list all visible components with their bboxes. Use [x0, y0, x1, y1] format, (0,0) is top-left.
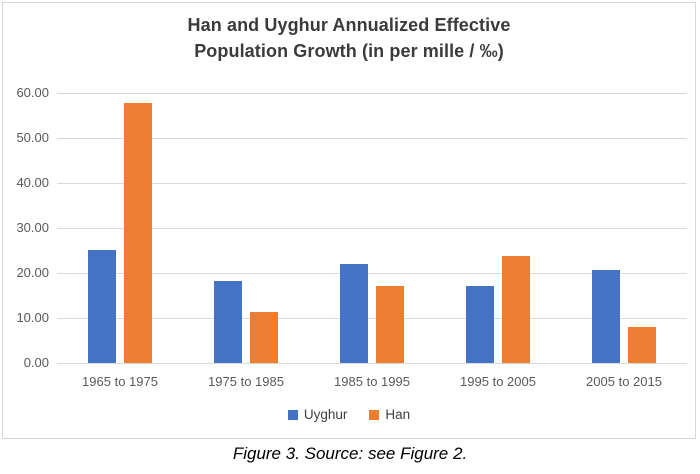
gridline	[57, 318, 687, 319]
x-axis-category-label: 1975 to 1985	[208, 374, 284, 389]
legend-swatch-uyghur	[287, 409, 298, 420]
x-axis-category-label: 1965 to 1975	[82, 374, 158, 389]
chart-title: Han and Uyghur Annualized Effective Popu…	[3, 12, 695, 64]
x-axis-category-label: 1985 to 1995	[334, 374, 410, 389]
gridline	[57, 93, 687, 94]
bar-uyghur	[592, 269, 620, 363]
gridline	[57, 138, 687, 139]
x-axis-category-label: 2005 to 2015	[586, 374, 662, 389]
bar-uyghur	[340, 264, 368, 363]
plot-area: 60.00 50.00 40.00 30.00 20.00 10.00 0.00 1965 t…	[16, 85, 687, 389]
bar-han	[502, 255, 530, 363]
legend-label-uyghur: Uyghur	[303, 407, 348, 422]
legend-swatch-han	[369, 409, 380, 420]
y-axis-tick-label: 50.00	[16, 130, 49, 145]
legend-item-uyghur: Uyghur	[287, 407, 348, 422]
chart-legend: Uyghur Han	[3, 407, 695, 422]
bar-uyghur	[466, 286, 494, 363]
bar-han	[628, 327, 656, 363]
chart-title-line1: Han and Uyghur Annualized Effective	[187, 15, 511, 35]
figure-caption: Figure 3. Source: see Figure 2.	[232, 444, 468, 463]
y-axis-tick-label: 10.00	[16, 310, 49, 325]
legend-item-han: Han	[369, 407, 410, 422]
y-axis-tick-label: 20.00	[16, 265, 49, 280]
y-axis-tick-label: 60.00	[16, 85, 49, 100]
bar-han	[124, 103, 152, 363]
y-axis-tick-label: 0.00	[23, 355, 49, 370]
bar-uyghur	[88, 249, 116, 363]
chart-figure: Han and Uyghur Annualized Effective Popu…	[2, 2, 696, 439]
gridline	[57, 183, 687, 184]
y-axis-tick-label: 40.00	[16, 175, 49, 190]
y-axis-tick-label: 30.00	[16, 220, 49, 235]
gridline	[57, 363, 687, 364]
bar-han	[376, 286, 404, 363]
gridline	[57, 273, 687, 274]
gridline	[57, 228, 687, 229]
x-axis-category-label: 1995 to 2005	[460, 374, 536, 389]
bar-uyghur	[214, 281, 242, 363]
bar-han	[250, 312, 278, 363]
chart-title-line2: Population Growth (in per mille / ‰)	[194, 41, 504, 61]
legend-label-han: Han	[385, 407, 411, 422]
